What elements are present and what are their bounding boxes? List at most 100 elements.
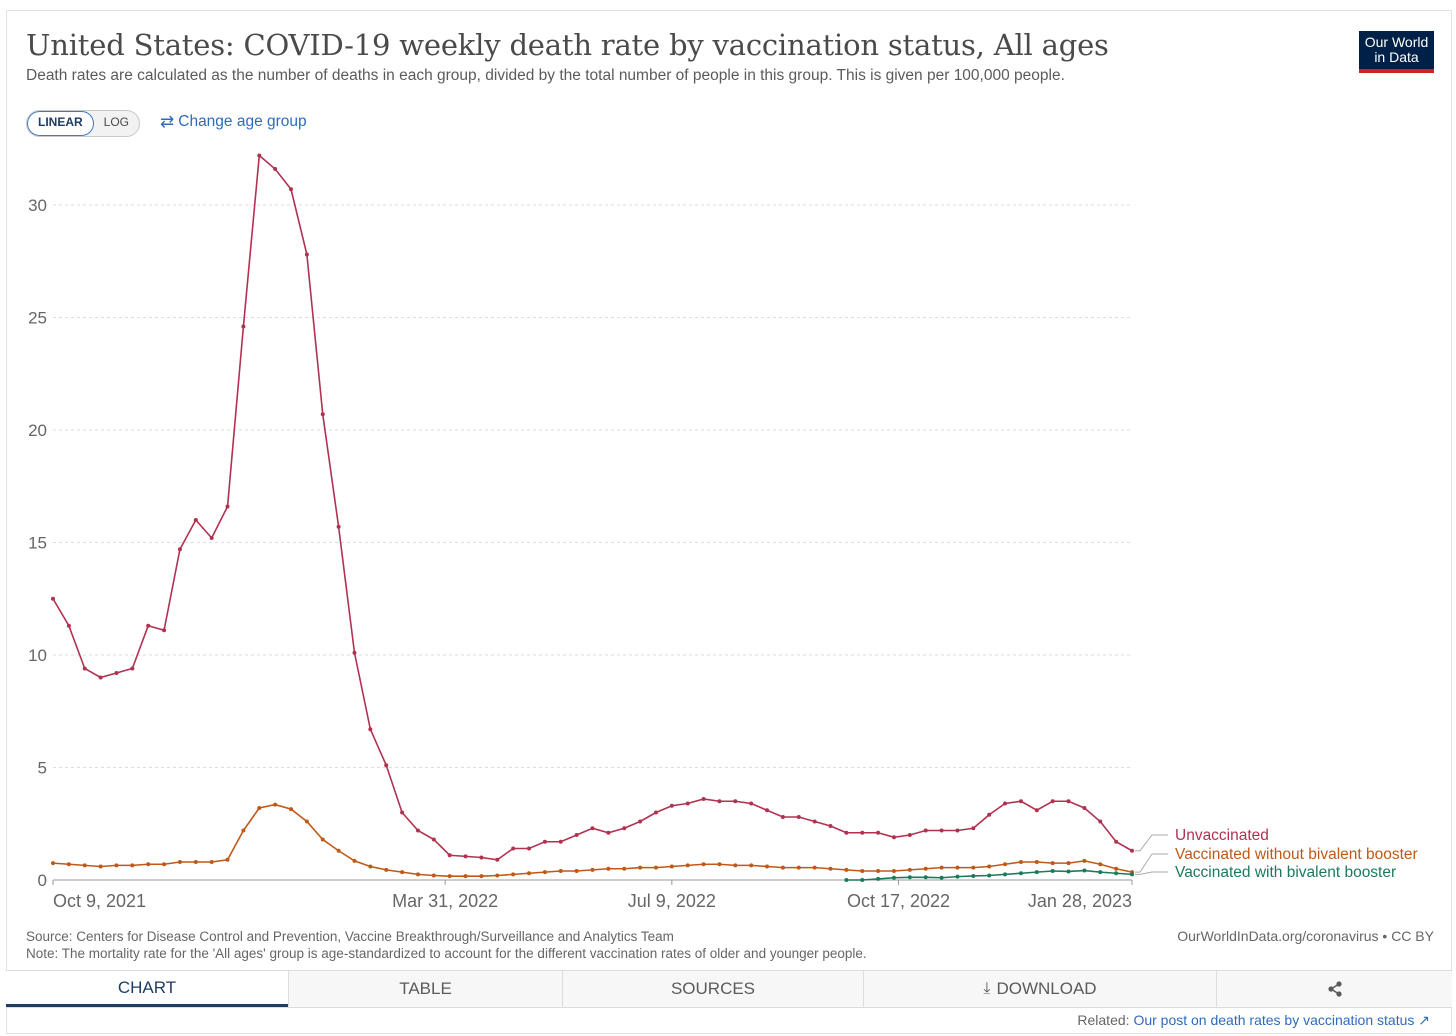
related-post-link[interactable]: Our post on death rates by vaccination s… [1133,1012,1430,1028]
data-point [415,828,420,833]
tab-sources-label: SOURCES [670,979,756,998]
data-point [384,867,389,872]
data-point [1082,868,1087,873]
data-point [463,854,468,859]
data-point [955,874,960,879]
data-point [1098,870,1103,875]
y-tick-label: 25 [28,309,47,328]
tab-chart[interactable]: CHART [6,971,288,1007]
linear-scale-button[interactable]: LINEAR [27,111,94,136]
data-point [1034,860,1039,864]
data-point [177,547,182,552]
data-point [241,324,246,329]
data-point [368,864,373,869]
data-point [447,874,452,879]
data-point [1098,819,1103,824]
chart-subtitle: Death rates are calculated as the number… [26,67,1065,84]
related-prefix: Related: [1077,1012,1130,1028]
data-point [907,833,912,837]
data-point [1098,862,1103,867]
unvaccinated-line [52,153,1133,861]
chart-tabs: CHART TABLE SOURCES ⤓ DOWNLOAD [6,970,1452,1008]
data-point [796,865,801,870]
tab-share[interactable] [1216,971,1452,1007]
data-point [304,252,309,257]
y-tick-label: 0 [38,871,47,890]
owid-logo[interactable]: Our World in Data [1359,31,1434,73]
change-age-group-label: Change age group [178,113,307,130]
tab-table[interactable]: TABLE [288,971,562,1007]
data-point [130,666,135,671]
credit-link[interactable]: OurWorldInData.org/coronavirus • CC BY [1177,928,1434,944]
data-point [1050,869,1055,873]
change-age-group-button[interactable]: ⇄ Change age group [160,112,307,132]
data-point [1003,862,1008,867]
data-point [51,596,55,601]
data-point [1082,858,1087,863]
data-point [273,167,278,171]
data-point [495,873,500,878]
log-scale-button[interactable]: LOG [103,115,130,129]
series-end-label: Vaccinated with bivalent booster [1175,864,1396,881]
data-point [812,865,817,870]
legend-connector [1135,834,1168,852]
data-point [1034,808,1039,813]
chart-title: United States: COVID-19 weekly death rat… [26,28,1109,62]
data-point [289,807,294,812]
data-point [1003,801,1008,806]
data-point [558,839,563,844]
data-point [733,863,738,868]
data-point [844,830,849,835]
data-point [431,837,436,842]
data-point [352,858,357,863]
data-point [114,863,119,868]
data-point [542,870,547,875]
data-point [876,830,881,835]
logo-line-2: in Data [1374,49,1419,65]
tab-download[interactable]: ⤓ DOWNLOAD [863,971,1216,1007]
data-point [955,865,960,870]
data-point [622,866,627,871]
tab-download-label: DOWNLOAD [996,979,1097,998]
data-point [1050,861,1055,866]
data-point [638,865,643,870]
data-point [765,808,770,813]
scale-toggle: LINEAR LOG [26,110,141,137]
data-point [384,763,389,768]
x-tick-label: Jul 9, 2022 [628,891,716,911]
tab-sources[interactable]: SOURCES [562,971,863,1007]
data-point [1018,860,1023,864]
data-point [162,862,167,867]
data-point [98,864,103,869]
y-tick-label: 10 [28,646,47,665]
data-point [320,837,325,842]
data-point [860,830,865,835]
data-point [193,860,198,864]
data-point [669,864,674,869]
data-point [606,866,611,871]
data-point [66,623,71,628]
data-point [891,869,896,873]
data-point [828,824,833,828]
data-point [400,810,405,815]
data-point [971,865,976,870]
data-point [876,869,881,873]
data-point [685,863,690,868]
y-tick-label: 5 [38,759,47,778]
data-point [780,815,785,819]
data-point [479,874,484,879]
download-icon: ⤓ [983,980,991,997]
data-point [939,828,944,833]
x-tick-label: Jan 28, 2023 [1028,891,1132,911]
x-tick-label: Mar 31, 2022 [392,891,498,911]
data-point [241,828,246,833]
data-point [511,846,516,851]
data-point [304,819,309,824]
data-point [527,846,532,851]
data-point [891,835,896,840]
related-line: Related: Our post on death rates by vacc… [1077,1012,1430,1029]
data-point [495,857,500,862]
data-point [527,871,532,876]
tab-chart-label: CHART [117,977,177,997]
data-point [225,857,230,862]
